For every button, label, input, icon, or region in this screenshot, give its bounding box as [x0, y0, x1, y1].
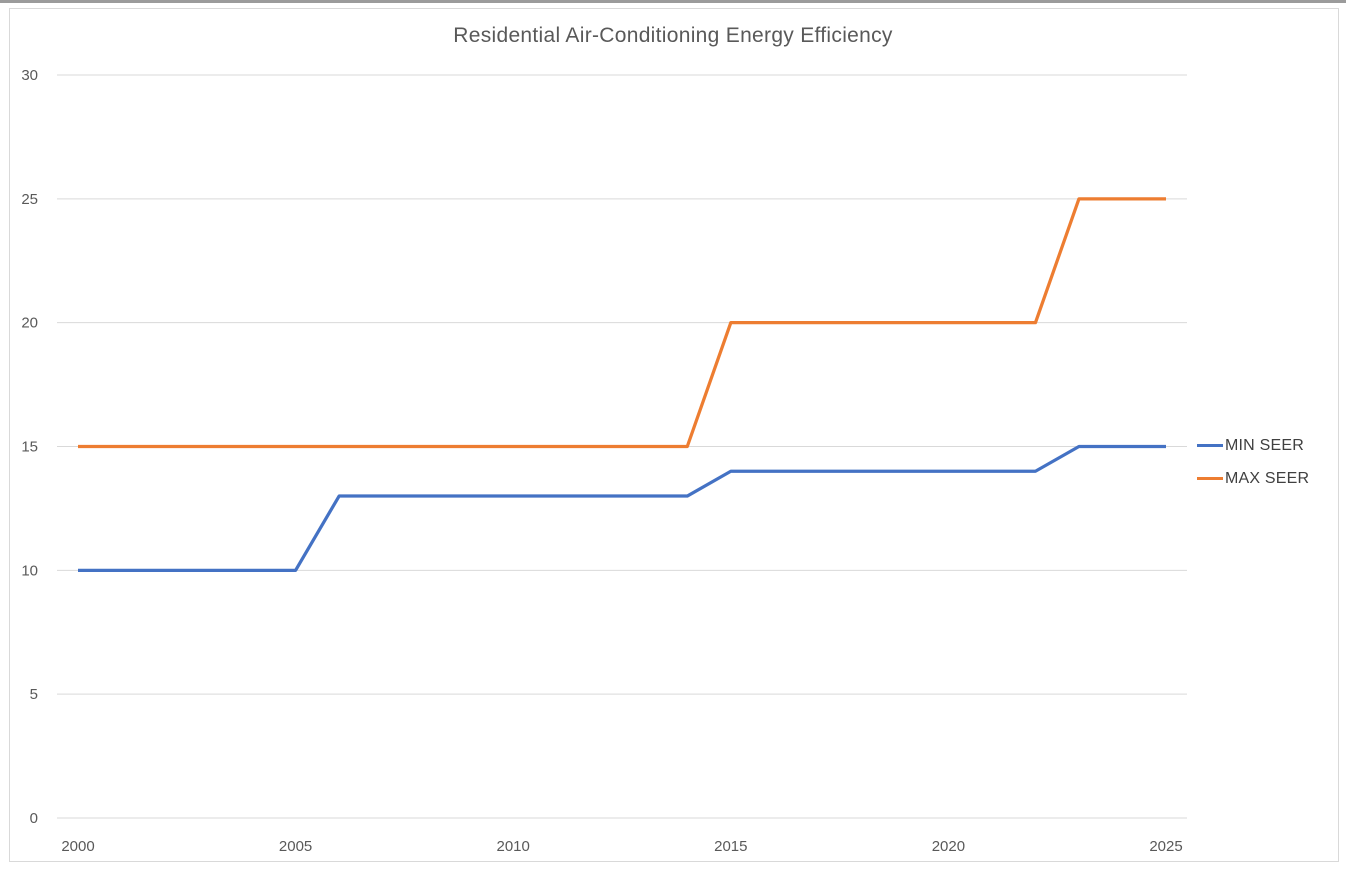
x-axis-tick-label: 2020: [932, 838, 965, 855]
top-edge-line: [0, 0, 1346, 3]
min-seer-line-swatch: [1197, 444, 1223, 447]
legend-label-min-seer: MIN SEER: [1225, 436, 1304, 454]
chart-area-border: [9, 8, 1339, 862]
y-axis-tick-label: 25: [21, 191, 38, 208]
max-seer-line-swatch: [1197, 477, 1223, 480]
x-axis-tick-label: 2010: [497, 838, 530, 855]
series-line-min-seer: [78, 444, 1166, 572]
chart-title: Residential Air-Conditioning Energy Effi…: [453, 24, 893, 47]
y-axis-tick-label: 5: [30, 686, 38, 703]
y-axis-tick-label: 15: [21, 439, 38, 456]
y-axis-tick-label: 10: [21, 562, 38, 579]
x-axis-tick-label: 2005: [279, 838, 312, 855]
series-line-max-seer: [78, 197, 1166, 449]
legend-label-max-seer: MAX SEER: [1225, 469, 1310, 487]
y-axis-tick-label: 0: [30, 810, 38, 827]
y-axis-tick-label: 30: [21, 67, 38, 84]
x-axis-tick-label: 2015: [714, 838, 747, 855]
y-axis-tick-label: 20: [21, 315, 38, 332]
legend-item-min-seer: MIN SEER: [1197, 436, 1309, 455]
x-axis-tick-label: 2025: [1149, 838, 1182, 855]
legend: MIN SEER MAX SEER: [1197, 436, 1309, 488]
legend-item-max-seer: MAX SEER: [1197, 469, 1309, 488]
x-axis-tick-label: 2000: [61, 838, 94, 855]
